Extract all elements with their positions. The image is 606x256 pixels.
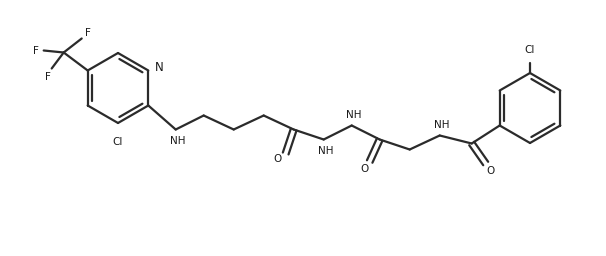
Text: NH: NH: [346, 110, 361, 120]
Text: F: F: [45, 71, 51, 81]
Text: Cl: Cl: [525, 45, 535, 55]
Text: F: F: [85, 27, 91, 37]
Text: NH: NH: [170, 135, 185, 145]
Text: NH: NH: [434, 120, 450, 130]
Text: O: O: [487, 166, 495, 176]
Text: Cl: Cl: [113, 137, 123, 147]
Text: O: O: [273, 155, 282, 165]
Text: NH: NH: [318, 145, 333, 155]
Text: O: O: [361, 165, 369, 175]
Text: N: N: [155, 61, 164, 74]
Text: F: F: [33, 46, 39, 56]
